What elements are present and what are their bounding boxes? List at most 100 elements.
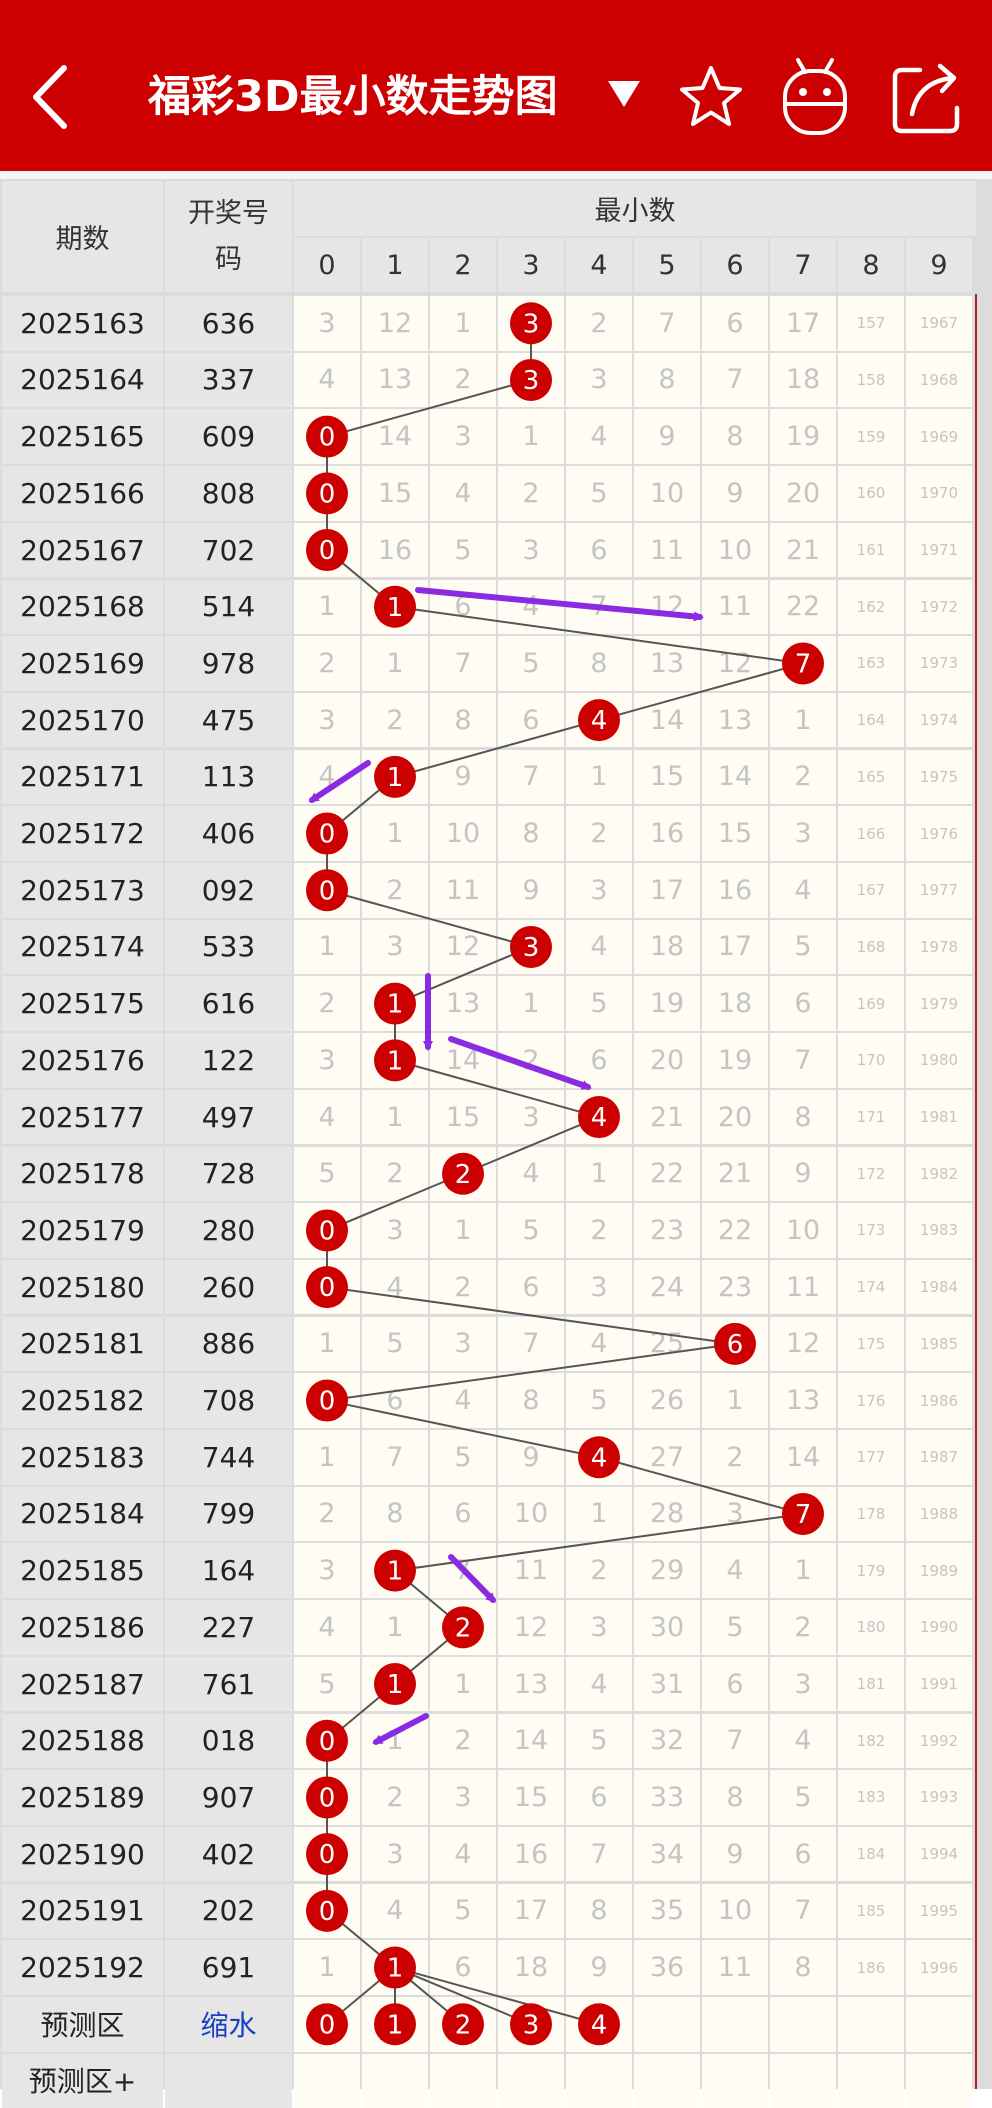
miss-cell: 1994 [906,1826,972,1882]
hit-ball: 1 [374,1946,416,1989]
number-cell: 886 [165,1316,292,1372]
miss-cell: 1990 [906,1600,972,1655]
miss-cell: 9 [634,409,700,464]
number-cell: 260 [165,1259,292,1315]
miss-cell: 2 [362,1770,428,1825]
miss-cell: 5 [770,919,836,975]
predict-cell[interactable] [906,1997,972,2052]
page-title-text[interactable]: 福彩3D最小数走势图 [148,72,558,122]
page-title[interactable]: 福彩3D最小数走势图 [148,60,558,134]
miss-cell: 8 [566,1883,632,1939]
miss-cell: 6 [566,522,632,578]
miss-cell: 14 [702,749,768,805]
miss-cell: 21 [702,1146,768,1201]
ball-circle [578,699,620,742]
miss-cell: 32 [634,1713,700,1768]
share-button[interactable] [890,58,970,136]
miss-cell: 6 [430,1486,496,1542]
miss-cell: 1983 [906,1203,972,1258]
period-cell: 2025171 [2,749,163,805]
ball-circle [306,2003,348,2046]
miss-cell: 1969 [906,409,972,464]
miss-cell: 3 [430,409,496,464]
miss-cell: 26 [634,1373,700,1428]
miss-cell: 14 [498,1713,564,1768]
period-cell: 2025178 [2,1146,163,1201]
hit-ball: 2 [442,1152,484,1195]
miss-cell: 30 [634,1600,700,1655]
predict-cell[interactable] [634,1997,700,2052]
ball-circle [374,1549,416,1592]
digit-header: 2 [430,238,496,292]
number-cell: 616 [165,976,292,1031]
hit-ball: 0 [306,1379,348,1422]
number-cell: 978 [165,636,292,691]
android-robot-icon [783,58,847,135]
shrink-button[interactable]: 缩水 [165,1997,292,2052]
annotation-arrow-icon [308,760,371,803]
ball-circle [374,982,416,1025]
annotation-arrow-icon [448,1036,592,1090]
miss-cell: 4 [294,1600,360,1655]
miss-cell: 170 [838,1033,904,1088]
miss-cell: 2 [294,636,360,691]
miss-cell: 5 [702,1600,768,1655]
miss-cell: 15 [702,806,768,861]
miss-cell: 22 [634,1146,700,1201]
ball-circle [306,529,348,572]
miss-cell: 6 [498,1259,564,1315]
miss-cell: 9 [770,1146,836,1201]
hit-ball: 0 [306,1889,348,1932]
miss-cell: 9 [498,863,564,918]
hit-ball: 0 [306,1833,348,1876]
trend-line [326,1172,464,1232]
miss-cell: 1 [430,296,496,351]
title-dropdown-button[interactable] [604,77,644,113]
hit-ball: 0 [306,869,348,912]
miss-cell: 21 [634,1089,700,1145]
number-cell: 761 [165,1656,292,1712]
miss-cell: 1995 [906,1883,972,1939]
period-cell: 2025164 [2,352,163,408]
ball-circle [306,1889,348,1932]
number-cell: 609 [165,409,292,464]
predict-cell[interactable] [770,1997,836,2052]
miss-cell: 178 [838,1486,904,1542]
miss-cell: 171 [838,1089,904,1145]
period-cell: 2025186 [2,1600,163,1655]
miss-cell: 1 [294,1316,360,1372]
predict-ball: 4 [578,2003,620,2046]
miss-cell: 8 [362,1486,428,1542]
number-header-label: 开奖号码 [188,197,269,275]
miss-cell: 19 [770,409,836,464]
miss-cell: 1 [362,1089,428,1145]
miss-cell: 35 [634,1883,700,1939]
period-cell: 2025177 [2,1089,163,1145]
miss-cell: 24 [634,1259,700,1315]
hit-ball: 4 [578,699,620,742]
miss-cell: 1 [770,1543,836,1598]
miss-cell: 8 [498,1373,564,1428]
miss-cell: 16 [362,522,428,578]
miss-cell: 9 [702,1826,768,1882]
ball-circle [306,1719,348,1762]
miss-cell: 6 [770,1826,836,1882]
period-cell: 2025175 [2,976,163,1031]
miss-cell: 1979 [906,976,972,1031]
trend-line [462,1116,600,1175]
miss-cell: 2 [566,296,632,351]
digit-header: 5 [634,238,700,292]
predict-cell[interactable] [838,1997,904,2052]
hit-ball: 3 [510,302,552,345]
back-button[interactable] [20,50,80,140]
trend-line [394,1059,600,1119]
trend-line [326,889,532,948]
number-cell: 702 [165,522,292,578]
favorite-button[interactable] [676,62,746,132]
ball-circle [782,1492,824,1535]
miss-cell: 6 [702,1656,768,1712]
predict-cell[interactable] [702,1997,768,2052]
miss-cell: 1981 [906,1089,972,1145]
robot-button[interactable] [778,54,852,138]
miss-cell: 7 [702,1713,768,1768]
